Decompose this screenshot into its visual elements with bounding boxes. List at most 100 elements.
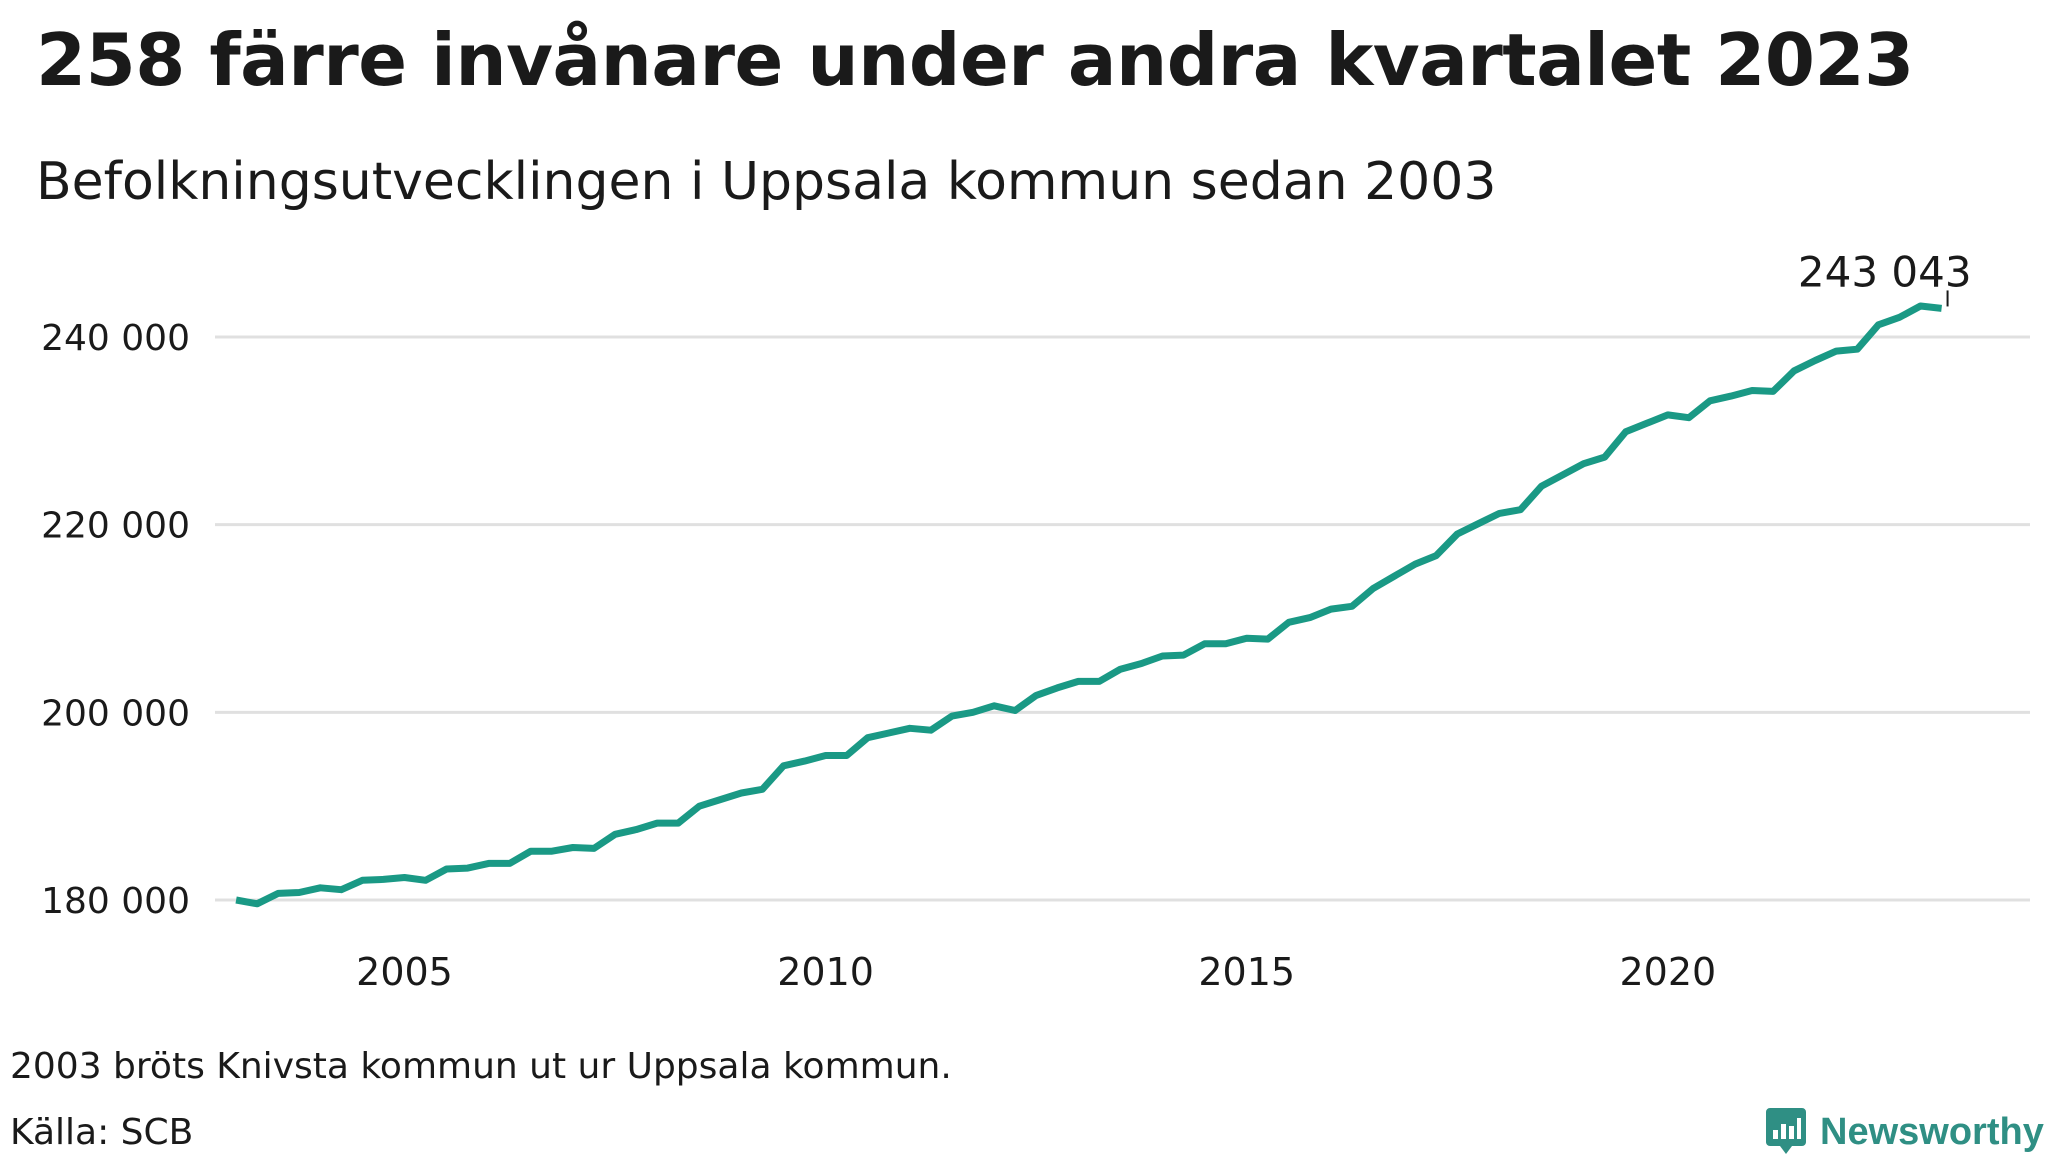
brand-logo[interactable]: Newsworthy <box>1764 1104 2044 1160</box>
data-point <box>1243 635 1250 642</box>
data-point <box>738 790 745 797</box>
data-point <box>948 713 955 720</box>
data-point <box>506 860 513 867</box>
data-point <box>1706 397 1713 404</box>
chart-note: 2003 bröts Knivsta kommun ut ur Uppsala … <box>10 1046 952 1087</box>
x-tick-label: 2020 <box>1619 950 1716 994</box>
data-point <box>464 865 471 872</box>
data-point <box>1201 640 1208 647</box>
data-point <box>401 874 408 881</box>
data-point <box>1559 471 1566 478</box>
data-point <box>1601 454 1608 461</box>
line-chart: 180 000 200 000 220 000 240 000 2005 2010 201… <box>41 247 2030 994</box>
data-point <box>780 762 787 769</box>
data-point <box>548 848 555 855</box>
data-point <box>1180 652 1187 659</box>
data-point <box>1327 606 1334 613</box>
data-point <box>1054 684 1061 691</box>
data-point <box>1538 483 1545 490</box>
data-point <box>991 702 998 709</box>
data-point <box>696 803 703 810</box>
data-point <box>801 758 808 765</box>
x-axis-ticks: 2005 2010 2015 2020 <box>356 950 1716 994</box>
data-point <box>359 877 366 884</box>
data-point <box>317 884 324 891</box>
data-point <box>1475 520 1482 527</box>
data-point <box>1096 678 1103 685</box>
x-tick-label: 2010 <box>777 950 874 994</box>
chart-title: 258 färre invånare under andra kvartalet… <box>36 18 1914 102</box>
brand-name: Newsworthy <box>1820 1110 2044 1153</box>
data-point <box>1770 388 1777 395</box>
series-layer <box>233 302 1945 908</box>
data-point <box>612 831 619 838</box>
data-point <box>1370 585 1377 592</box>
data-point <box>1938 305 1945 312</box>
data-point <box>1433 552 1440 559</box>
data-point <box>527 848 534 855</box>
data-point <box>1033 692 1040 699</box>
data-point <box>927 727 934 734</box>
data-point <box>380 876 387 883</box>
y-tick-label: 240 000 <box>41 318 190 359</box>
data-point <box>864 734 871 741</box>
data-point <box>233 897 240 904</box>
data-point <box>1896 314 1903 321</box>
data-point <box>1854 346 1861 353</box>
data-point <box>843 752 850 759</box>
data-point <box>1643 420 1650 427</box>
data-point <box>1285 619 1292 626</box>
data-point <box>1875 321 1882 328</box>
data-point <box>275 890 282 897</box>
data-point <box>1517 506 1524 513</box>
y-tick-label: 220 000 <box>41 506 190 547</box>
data-point <box>338 886 345 893</box>
data-point <box>1580 460 1587 467</box>
data-point <box>569 844 576 851</box>
data-point <box>1349 603 1356 610</box>
data-point <box>1306 614 1313 621</box>
data-point <box>633 826 640 833</box>
data-point <box>906 725 913 732</box>
data-point <box>970 709 977 716</box>
annotation-label: 243 043 <box>1798 247 1972 296</box>
data-point <box>1012 707 1019 714</box>
data-point <box>591 845 598 852</box>
data-point <box>675 820 682 827</box>
data-point <box>759 786 766 793</box>
data-point <box>822 752 829 759</box>
data-point <box>1812 357 1819 364</box>
y-axis-ticks: 180 000 200 000 220 000 240 000 <box>41 318 190 922</box>
data-point <box>1264 636 1271 643</box>
annotation-layer: 243 043 <box>1798 247 1972 307</box>
newsworthy-logo-icon <box>1766 1108 1806 1154</box>
y-tick-label: 180 000 <box>41 881 190 922</box>
data-point <box>885 729 892 736</box>
data-point <box>1159 653 1166 660</box>
data-point <box>1117 666 1124 673</box>
chart-source: Källa: SCB <box>10 1112 194 1153</box>
data-point <box>1496 510 1503 517</box>
data-point <box>422 877 429 884</box>
data-point <box>717 796 724 803</box>
data-point <box>1685 414 1692 421</box>
data-point <box>1664 411 1671 418</box>
data-point <box>1222 640 1229 647</box>
chart-subtitle: Befolkningsutvecklingen i Uppsala kommun… <box>36 152 1497 212</box>
data-point <box>1749 387 1756 394</box>
data-point <box>254 900 261 907</box>
data-point <box>1833 348 1840 355</box>
data-point <box>1075 678 1082 685</box>
x-tick-label: 2015 <box>1198 950 1295 994</box>
data-point <box>1791 367 1798 374</box>
data-point <box>1728 393 1735 400</box>
data-point <box>1138 660 1145 667</box>
data-point <box>443 866 450 873</box>
y-tick-label: 200 000 <box>41 693 190 734</box>
data-point <box>1391 573 1398 580</box>
x-tick-label: 2005 <box>356 950 453 994</box>
data-point <box>485 860 492 867</box>
data-point <box>654 820 661 827</box>
series-line <box>235 302 1942 908</box>
data-point <box>1412 561 1419 568</box>
